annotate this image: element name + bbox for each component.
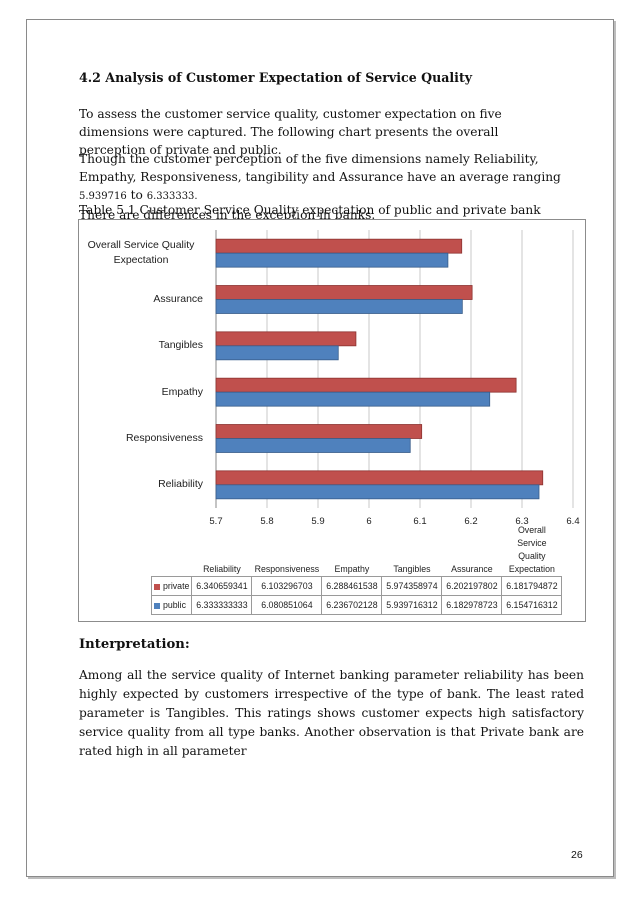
category-label: Tangibles	[158, 339, 203, 352]
bar-public-empathy	[215, 391, 491, 407]
interpretation-title: Interpretation:	[79, 637, 190, 652]
chart-plot	[215, 230, 574, 508]
legend-key-private	[154, 583, 160, 590]
data-table-corner	[152, 524, 192, 577]
bar-private-assurance	[215, 285, 473, 300]
legend-public: public	[150, 595, 193, 615]
x-tick-label: 5.9	[311, 516, 325, 527]
bar-public-overall-service-quality-expectation	[215, 252, 449, 268]
cell-private-tangibles: 5.974358974	[381, 576, 443, 596]
bar-public-responsiveness	[215, 438, 411, 453]
x-tick-label: 5.7	[209, 516, 223, 527]
bar-private-empathy	[215, 377, 517, 393]
header-reliability: Reliability	[203, 564, 241, 574]
header-responsiveness: Responsiveness	[254, 564, 320, 574]
cell-private-responsiveness: 6.103296703	[251, 576, 323, 596]
category-label: Reliability	[158, 478, 203, 491]
cell-private-reliability: 6.340659341	[191, 576, 253, 596]
interpretation-text: Among all the service quality of Interne…	[79, 668, 584, 758]
average-paragraph-lead: Though the customer perception of the fi…	[79, 152, 561, 184]
section-title: 4.2 Analysis of Customer Expectation of …	[79, 70, 473, 85]
legend-private: private	[150, 576, 193, 596]
header-assurance: Assurance	[451, 564, 493, 574]
header-overall: Overall Service Quality Expectation	[508, 525, 555, 574]
legend-key-public	[154, 602, 160, 609]
cell-public-reliability: 6.333333333	[191, 595, 253, 615]
legend-label-private: private	[163, 581, 190, 591]
bar-private-reliability	[215, 470, 544, 486]
bar-chart: Reliability Responsiveness Empathy Tangible…	[78, 219, 586, 622]
cell-public-assurance: 6.182978723	[441, 595, 503, 615]
header-empathy: Empathy	[334, 564, 370, 574]
category-label: Assurance	[153, 293, 203, 305]
page-number: 26	[571, 849, 583, 861]
cell-private-overall: 6.181794872	[501, 576, 563, 596]
x-tick-label: 6.3	[515, 516, 529, 527]
cell-public-overall: 6.154716312	[501, 595, 563, 615]
average-to-word: to	[126, 188, 147, 202]
average-paragraph-tail: There are differences in the exception i…	[79, 208, 376, 222]
x-tick-label: 6	[366, 516, 372, 527]
table-caption: Table 5.1 Customer Service Quality expec…	[79, 203, 541, 217]
category-label: Responsiveness	[125, 432, 203, 444]
data-table-row-private: private 6.340659341 6.103296703 6.288461…	[150, 576, 563, 596]
cell-public-tangibles: 5.939716312	[381, 595, 443, 615]
cell-public-responsiveness: 6.080851064	[251, 595, 323, 615]
x-tick-label: 6.2	[464, 516, 478, 527]
category-label: Overall Service Quality Expectation	[87, 239, 195, 267]
x-tick-label: 6.1	[413, 516, 427, 527]
bar-private-overall-service-quality-expectation	[215, 238, 463, 254]
bar-private-tangibles	[215, 331, 357, 347]
average-high-value: 6.333333.	[146, 191, 198, 202]
intro-paragraph: To assess the customer service quality, …	[79, 107, 502, 157]
average-low-value: 5.939716	[79, 191, 127, 202]
bar-private-responsiveness	[215, 424, 423, 439]
cell-public-empathy: 6.236702128	[321, 595, 383, 615]
legend-label-public: public	[163, 600, 186, 610]
bar-public-assurance	[215, 299, 463, 314]
data-table-row-public: public 6.333333333 6.080851064 6.2367021…	[150, 595, 563, 615]
x-tick-label: 5.8	[260, 516, 274, 527]
bar-public-tangibles	[215, 345, 339, 361]
cell-private-empathy: 6.288461538	[321, 576, 383, 596]
data-table-header-row: Reliability Responsiveness Empathy Tangi…	[152, 524, 562, 577]
page-border	[26, 19, 614, 877]
average-paragraph: Though the customer perception of the fi…	[79, 150, 562, 224]
chart-data-table: Reliability Responsiveness Empathy Tangi…	[150, 524, 563, 615]
header-tangibles: Tangibles	[393, 564, 431, 574]
bar-public-reliability	[215, 484, 540, 500]
cell-private-assurance: 6.202197802	[441, 576, 503, 596]
x-tick-label: 6.4	[566, 516, 580, 527]
category-label: Empathy	[161, 385, 203, 398]
